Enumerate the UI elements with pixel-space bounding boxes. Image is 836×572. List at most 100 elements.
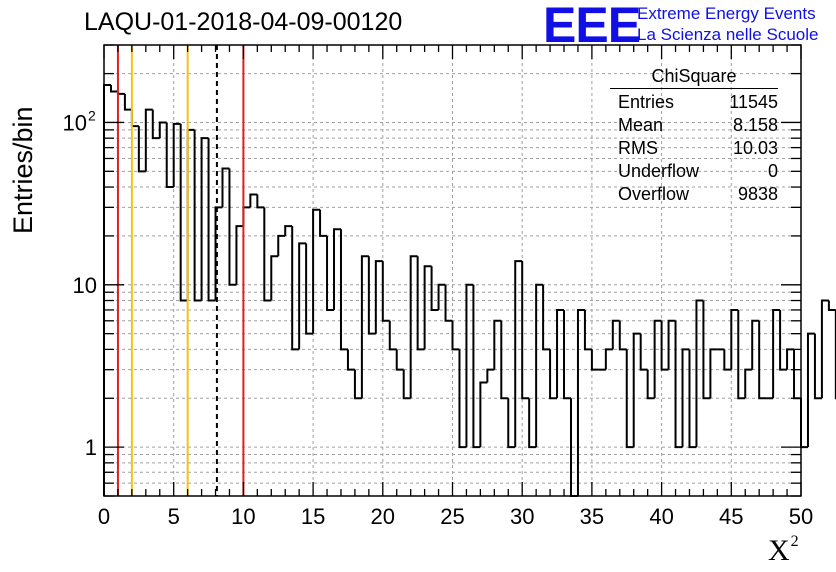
stats-title: ChiSquare xyxy=(610,66,778,89)
histogram-bin xyxy=(632,332,641,448)
histogram-bin xyxy=(172,122,181,188)
y-tick-label: 10 xyxy=(63,110,87,135)
histogram-bin xyxy=(367,256,376,335)
stats-label: Underflow xyxy=(618,161,700,181)
x-tick-label: 0 xyxy=(98,504,110,529)
histogram-bin xyxy=(381,261,390,322)
histogram-bin xyxy=(674,320,683,449)
histogram-bin xyxy=(423,265,432,350)
stats-label: Mean xyxy=(618,115,664,135)
histogram-bin xyxy=(465,283,474,448)
y-tick-label-exponent: 2 xyxy=(88,107,96,123)
stats-value: 11545 xyxy=(729,92,778,112)
histogram-bin xyxy=(793,349,801,400)
histogram-bin xyxy=(576,308,585,496)
x-tick-label: 35 xyxy=(580,504,604,529)
logo-caption-line1: Extreme Energy Events xyxy=(637,4,816,23)
histogram-bin xyxy=(263,207,272,302)
histogram-bin xyxy=(374,260,383,334)
histogram-bin xyxy=(590,349,599,371)
histogram-bin xyxy=(493,319,502,370)
histogram-bin xyxy=(472,284,481,449)
chart-title: LAQU-01-2018-04-09-00120 xyxy=(84,8,403,36)
histogram-bin xyxy=(395,349,404,371)
histogram-bin xyxy=(123,93,132,111)
histogram-bin xyxy=(813,333,822,400)
stats-label: RMS xyxy=(618,138,658,158)
histogram-bin xyxy=(144,108,153,172)
histogram-bin xyxy=(326,235,335,311)
histogram-bin xyxy=(186,128,195,301)
histogram-bin xyxy=(604,348,613,370)
x-tick-label: 15 xyxy=(301,504,325,529)
histogram-bin xyxy=(451,320,460,351)
histogram-bin xyxy=(179,123,188,302)
histogram-bin xyxy=(744,368,753,399)
histogram-bin xyxy=(695,299,704,448)
histogram-bin xyxy=(402,369,411,400)
stats-row-rms: RMS 10.03 xyxy=(614,137,778,160)
x-axis-label-sup: 2 xyxy=(790,533,799,550)
histogram-bin xyxy=(360,255,369,399)
histogram-bin xyxy=(200,137,209,301)
histogram-bin xyxy=(103,84,111,496)
histogram-bin xyxy=(305,243,314,335)
histogram-bin xyxy=(214,206,223,301)
stats-label: Entries xyxy=(618,92,675,112)
histogram-bin xyxy=(353,369,362,400)
histogram-bin xyxy=(542,284,551,351)
histogram-bin xyxy=(500,320,509,400)
histogram-bin xyxy=(639,333,648,371)
x-axis-label-base: X xyxy=(768,534,790,567)
histogram-bin xyxy=(430,266,439,311)
histogram-bin xyxy=(437,283,446,310)
histogram-bin xyxy=(346,349,355,371)
histogram-bin xyxy=(486,368,495,383)
histogram-bin xyxy=(611,319,620,350)
histogram-bin xyxy=(158,121,167,139)
histogram-bin xyxy=(660,320,669,371)
axis-ticks xyxy=(103,44,802,497)
histogram-bin xyxy=(193,129,202,302)
histogram-bin xyxy=(333,228,341,310)
histogram-bin xyxy=(563,309,571,400)
x-tick-label: 50 xyxy=(789,504,813,529)
histogram-bin xyxy=(319,209,328,237)
histogram-bin xyxy=(479,381,488,448)
x-tick-label: 20 xyxy=(371,504,395,529)
histogram-bin xyxy=(249,193,258,208)
histogram-bin xyxy=(786,348,795,370)
histogram-bin xyxy=(535,283,544,448)
x-tick-label: 5 xyxy=(168,504,180,529)
stats-value: 8.158 xyxy=(732,115,778,135)
stats-row-underflow: Underflow 0 xyxy=(614,160,778,183)
histogram-bin xyxy=(730,308,739,370)
x-tick-label: 25 xyxy=(440,504,464,529)
histogram-bin xyxy=(702,300,711,400)
x-tick-label: 10 xyxy=(231,504,255,529)
histogram-bin xyxy=(737,309,746,400)
histogram-bin xyxy=(521,261,530,400)
logo-caption-line2: La Scienza nelle Scuole xyxy=(637,25,819,44)
histogram-bin xyxy=(528,398,537,449)
histogram-bin xyxy=(583,309,592,351)
x-tick-label: 30 xyxy=(510,504,534,529)
histogram-bin xyxy=(751,319,760,370)
histogram-bin xyxy=(109,85,118,93)
histogram-bin xyxy=(444,284,453,322)
histogram-bin xyxy=(277,234,286,257)
histogram-bin xyxy=(151,109,160,140)
histogram-bin xyxy=(681,348,690,448)
stats-value: 9838 xyxy=(737,184,778,204)
y-tick-label: 10 xyxy=(73,273,97,298)
histogram-bin xyxy=(800,398,808,449)
histogram-bin xyxy=(667,319,676,370)
y-tick-label: 1 xyxy=(85,435,97,460)
histogram-bin xyxy=(646,369,655,400)
histogram-bin xyxy=(284,225,293,236)
histogram-bin xyxy=(165,122,174,189)
stats-row-entries: Entries 11545 xyxy=(614,91,778,114)
stats-value: 10.03 xyxy=(732,138,778,158)
